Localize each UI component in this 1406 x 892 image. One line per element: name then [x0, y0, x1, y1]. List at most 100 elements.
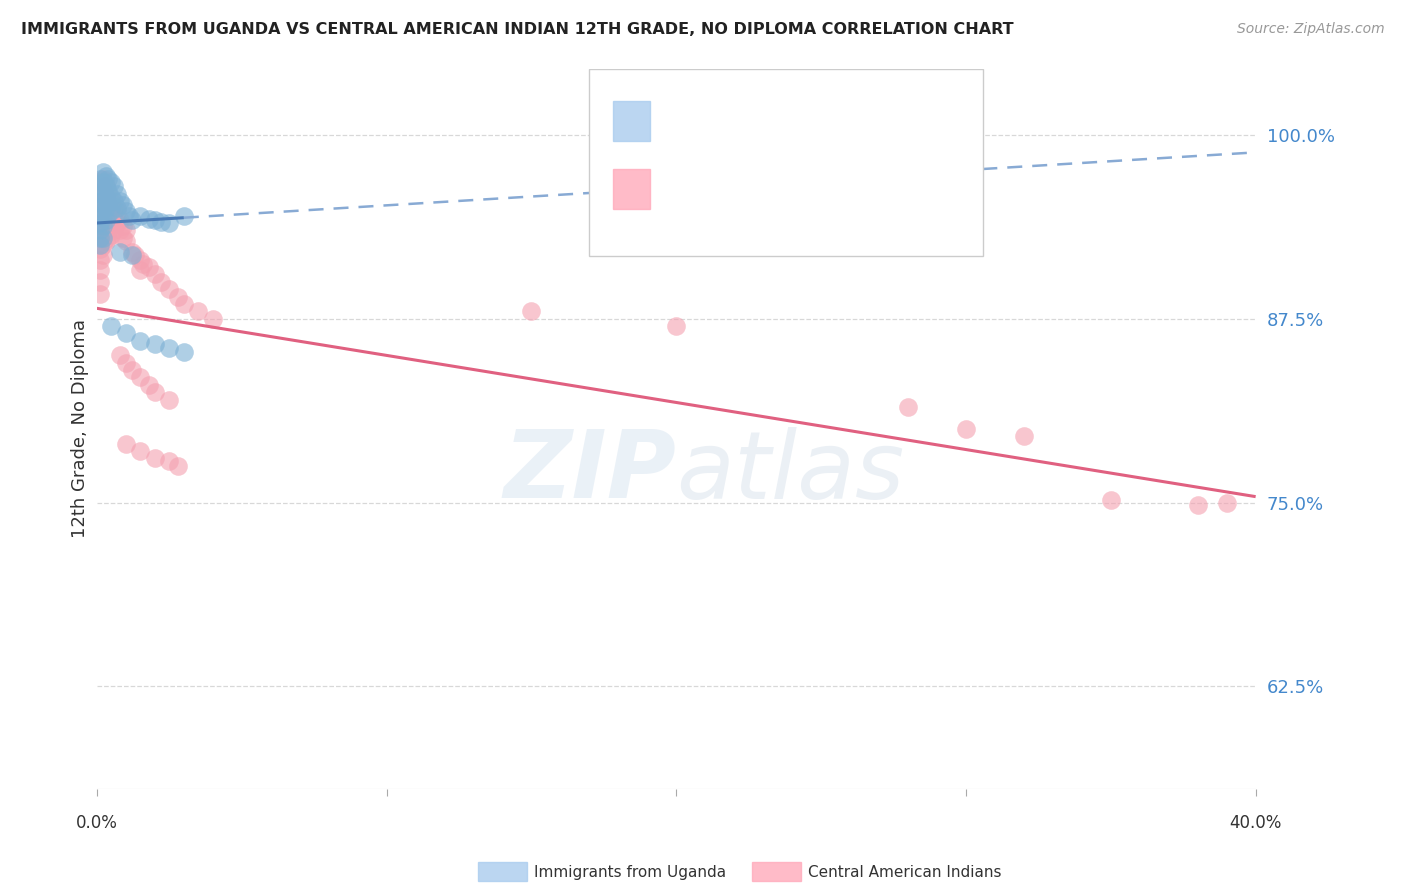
Point — [100, 216, 122, 230]
Point — [201, 311, 224, 326]
Point — [94, 179, 117, 194]
Point — [91, 230, 114, 244]
Point — [157, 216, 180, 230]
Point — [94, 234, 117, 248]
Point — [89, 230, 111, 244]
Point — [173, 345, 195, 359]
Point — [94, 179, 117, 194]
Point — [91, 209, 114, 223]
Point — [103, 202, 125, 216]
Point — [1187, 499, 1209, 513]
Point — [97, 207, 120, 221]
Point — [520, 304, 543, 318]
Text: Central American Indians: Central American Indians — [808, 865, 1002, 880]
Point — [149, 275, 172, 289]
Point — [89, 186, 111, 201]
Point — [897, 400, 920, 414]
Point — [108, 194, 131, 208]
Point — [97, 172, 120, 186]
Point — [91, 227, 114, 242]
Point — [89, 223, 111, 237]
Point — [91, 184, 114, 198]
Point — [100, 194, 122, 208]
Point — [100, 175, 122, 189]
Point — [100, 227, 122, 242]
Point — [91, 248, 114, 262]
Point — [89, 186, 111, 201]
Point — [89, 209, 111, 223]
Point — [173, 297, 195, 311]
Text: N = 52: N = 52 — [818, 106, 886, 124]
Point — [167, 458, 190, 473]
Point — [157, 392, 180, 407]
Point — [132, 257, 155, 271]
Point — [94, 169, 117, 183]
Point — [115, 223, 138, 237]
FancyBboxPatch shape — [613, 169, 650, 209]
Point — [89, 238, 111, 252]
Point — [94, 202, 117, 216]
FancyBboxPatch shape — [589, 69, 983, 256]
Point — [91, 238, 114, 252]
Point — [89, 252, 111, 267]
Point — [97, 230, 120, 244]
Point — [138, 260, 160, 274]
Point — [111, 219, 134, 233]
Point — [167, 289, 190, 303]
Point — [89, 263, 111, 277]
Point — [143, 213, 166, 227]
Point — [94, 202, 117, 216]
Point — [100, 189, 122, 203]
Point — [143, 451, 166, 466]
Point — [89, 175, 111, 189]
Point — [100, 204, 122, 219]
Point — [91, 164, 114, 178]
Point — [91, 194, 114, 208]
Point — [91, 204, 114, 219]
Point — [129, 334, 152, 348]
Point — [89, 209, 111, 223]
Point — [108, 348, 131, 362]
Point — [89, 243, 111, 257]
Point — [94, 189, 117, 203]
Point — [91, 172, 114, 186]
Point — [124, 248, 146, 262]
Point — [89, 198, 111, 212]
Text: R = 0.094: R = 0.094 — [666, 106, 765, 124]
Point — [91, 198, 114, 212]
Point — [108, 223, 131, 237]
Point — [103, 213, 125, 227]
Point — [89, 286, 111, 301]
Point — [138, 211, 160, 226]
Y-axis label: 12th Grade, No Diploma: 12th Grade, No Diploma — [72, 319, 89, 539]
Text: N = 79: N = 79 — [818, 182, 886, 200]
Point — [129, 209, 152, 223]
Point — [143, 385, 166, 400]
Point — [89, 216, 111, 230]
Point — [97, 219, 120, 233]
Point — [1099, 492, 1122, 507]
Point — [143, 268, 166, 282]
Point — [173, 209, 195, 223]
Point — [115, 326, 138, 341]
Point — [121, 248, 143, 262]
Point — [138, 377, 160, 392]
Point — [91, 186, 114, 201]
Point — [111, 198, 134, 212]
Point — [94, 213, 117, 227]
Point — [89, 179, 111, 194]
Point — [91, 219, 114, 233]
Point — [118, 209, 141, 223]
Point — [97, 209, 120, 223]
FancyBboxPatch shape — [613, 101, 650, 141]
Point — [97, 198, 120, 212]
Text: atlas: atlas — [676, 426, 904, 517]
Point — [97, 195, 120, 210]
Point — [129, 444, 152, 458]
Point — [187, 304, 209, 318]
Point — [1012, 429, 1035, 443]
Point — [143, 336, 166, 351]
Point — [103, 194, 125, 208]
Text: R = -0.178: R = -0.178 — [666, 182, 773, 200]
Point — [94, 189, 117, 203]
